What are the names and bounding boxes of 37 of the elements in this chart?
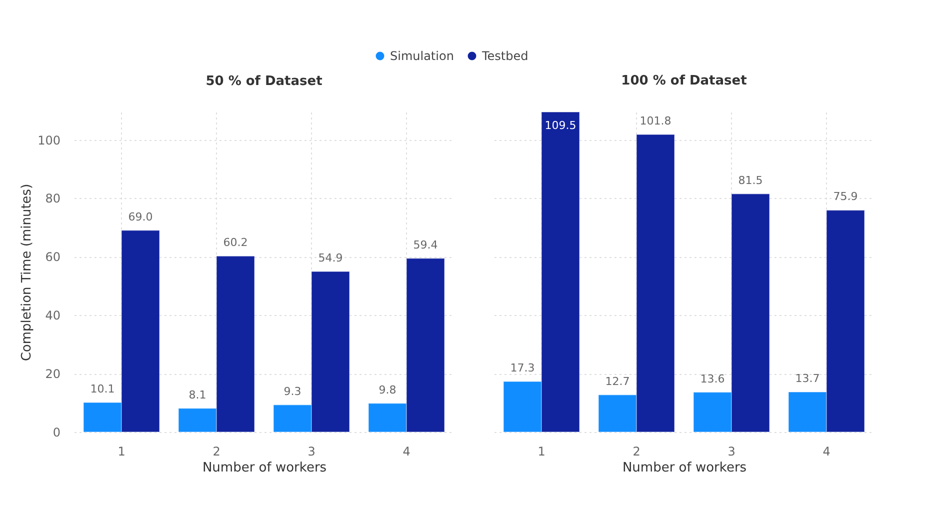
- x-tick-label: 4: [402, 444, 410, 458]
- data-label: 9.8: [378, 383, 396, 396]
- data-label: 69.0: [128, 210, 153, 224]
- data-label: 9.3: [284, 384, 302, 398]
- data-label: 75.9: [833, 190, 858, 204]
- data-label: 13.7: [795, 372, 820, 385]
- x-axis-title: Number of workers: [202, 460, 327, 476]
- data-label: 109.5: [544, 119, 576, 132]
- y-axis-title: Completion Time (minutes): [20, 184, 35, 362]
- legend-label: Simulation: [390, 49, 454, 63]
- x-tick-label: 1: [118, 444, 126, 458]
- y-tick-label: 80: [45, 192, 60, 206]
- x-tick-label: 1: [538, 444, 546, 458]
- legend-label: Testbed: [481, 49, 528, 63]
- y-tick-label: 0: [52, 426, 60, 440]
- y-tick-label: 60: [45, 250, 60, 264]
- chart-title: 100 % of Dataset: [621, 74, 747, 88]
- x-tick-label: 3: [728, 444, 736, 458]
- data-label: 12.7: [605, 374, 630, 388]
- y-tick-label: 20: [45, 367, 60, 382]
- data-label: 8.1: [188, 388, 206, 402]
- data-label: 59.4: [413, 238, 438, 252]
- x-tick-label: 2: [212, 444, 220, 458]
- x-tick-label: 4: [822, 444, 830, 458]
- data-label: 81.5: [738, 174, 763, 187]
- data-label: 17.3: [510, 361, 535, 374]
- data-label: 60.2: [223, 236, 248, 250]
- y-tick-label: 100: [38, 133, 60, 148]
- data-label: 54.9: [318, 252, 343, 265]
- chart-title: 50 % of Dataset: [206, 74, 322, 89]
- x-tick-label: 3: [308, 444, 316, 458]
- x-tick-label: 2: [632, 444, 640, 458]
- data-label: 10.1: [90, 382, 115, 396]
- data-label: 101.8: [640, 114, 672, 128]
- data-label: 13.6: [700, 372, 725, 386]
- x-axis-title: Number of workers: [622, 460, 747, 476]
- y-tick-label: 40: [45, 308, 60, 323]
